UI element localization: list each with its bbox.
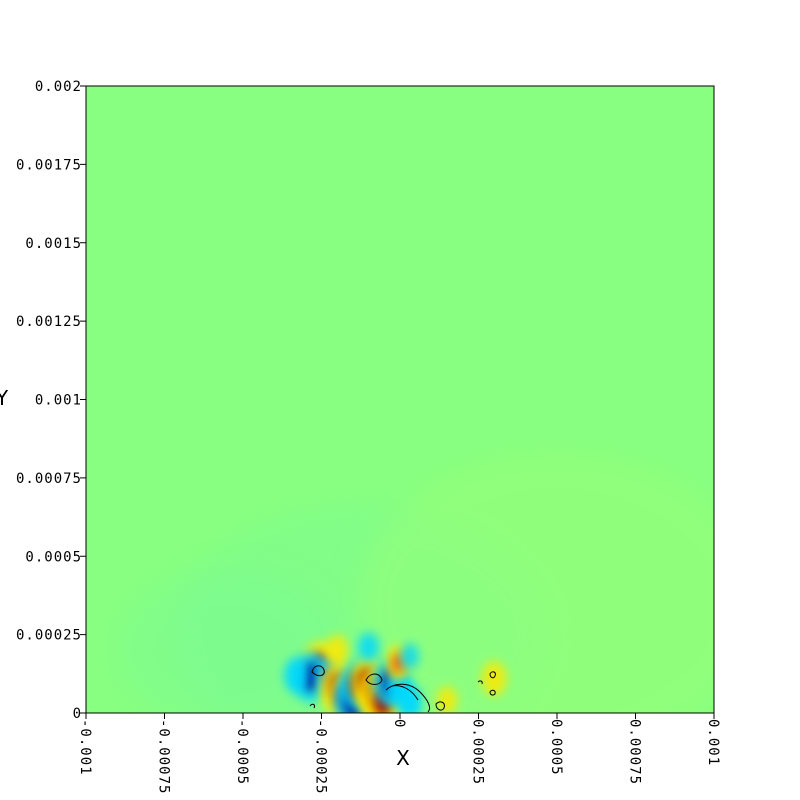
y-axis-ticks: 0 0.00025 0.0005 0.00075 0.001 0.00125 0.0015 0… <box>16 79 86 722</box>
y-tick-label-0: 0 <box>73 706 82 722</box>
y-tick-label-2: 0.0005 <box>25 549 82 565</box>
x-tick-label-3: -0.00025 <box>313 719 329 794</box>
y-axis-title: Y <box>0 386 9 410</box>
x-tick-label-5: 0.00025 <box>470 719 486 785</box>
x-tick-label-4: 0 <box>391 719 407 728</box>
x-tick-label-1: -0.00075 <box>156 719 172 794</box>
contour-line-4 <box>435 701 445 711</box>
x-axis-ticks: -0.001 -0.00075 -0.0005 -0.00025 0 0.00025 0.0… <box>77 713 721 794</box>
x-tick-label-6: 0.0005 <box>548 719 564 776</box>
y-tick-label-5: 0.00125 <box>16 314 82 330</box>
field-halo-18 <box>283 658 309 693</box>
contour-line-7 <box>477 680 483 685</box>
contour-line-3 <box>391 685 419 701</box>
field-features <box>117 453 714 713</box>
contour-line-5 <box>489 671 496 679</box>
x-axis-title: X <box>396 746 410 770</box>
contour-line-8 <box>309 703 315 709</box>
x-tick-label-8: 0.001 <box>705 719 721 766</box>
y-tick-label-7: 0.00175 <box>16 157 82 173</box>
x-tick-label-2: -0.0005 <box>234 719 250 785</box>
y-tick-label-8: 0.002 <box>35 79 82 95</box>
field-halo-16 <box>326 634 349 666</box>
field-halo-19 <box>400 643 419 670</box>
y-tick-label-6: 0.0015 <box>25 236 82 252</box>
y-tick-label-1: 0.00025 <box>16 628 82 644</box>
y-tick-label-3: 0.00075 <box>16 471 82 487</box>
field-core-13 <box>403 692 416 712</box>
field-halo-17 <box>358 632 380 662</box>
x-tick-label-7: 0.00075 <box>627 719 643 785</box>
background-haze-1 <box>357 453 714 713</box>
contour-line-1 <box>365 673 383 685</box>
field-halo-14 <box>437 686 458 713</box>
background-haze-2 <box>117 570 338 713</box>
x-tick-label-0: -0.001 <box>77 719 93 776</box>
contour-lines <box>309 665 496 713</box>
field-halo-15 <box>481 661 507 696</box>
contour-line-6 <box>489 689 496 696</box>
contour-line-0 <box>311 665 325 677</box>
y-tick-label-4: 0.001 <box>35 393 82 409</box>
